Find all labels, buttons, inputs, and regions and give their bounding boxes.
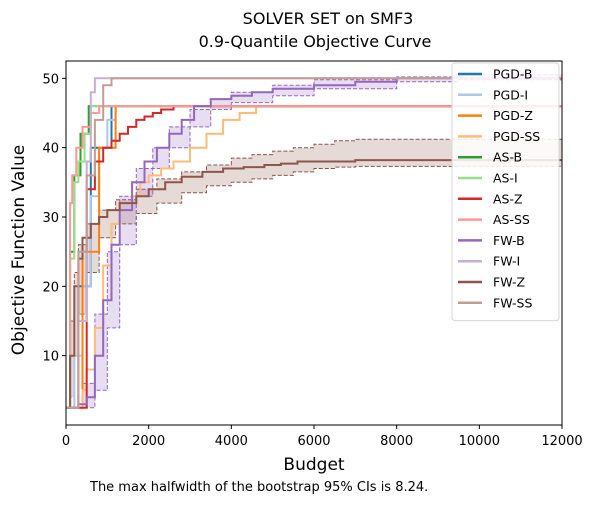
y-tick-label: 20 bbox=[42, 280, 59, 295]
x-axis-label: Budget bbox=[283, 455, 344, 475]
y-axis: 10 20 30 40 50 bbox=[42, 72, 66, 365]
legend-label-fw-b: FW-B bbox=[493, 233, 525, 248]
legend-label-pgd-i: PGD-I bbox=[493, 87, 528, 102]
x-tick-label: 6000 bbox=[297, 434, 330, 449]
legend-label-pgd-z: PGD-Z bbox=[493, 108, 533, 123]
x-tick-label: 10000 bbox=[459, 434, 500, 449]
legend-label-as-z: AS-Z bbox=[493, 191, 523, 206]
chart-title: SOLVER SET on SMF3 bbox=[243, 9, 414, 28]
ci-upper-fw-b bbox=[66, 74, 562, 409]
legend-label-fw-z: FW-Z bbox=[493, 275, 525, 290]
chart-subtitle: 0.9-Quantile Objective Curve bbox=[199, 32, 432, 51]
x-axis: 0 2000 4000 6000 8000 10000 12000 bbox=[62, 425, 583, 449]
y-axis-label: Objective Function Value bbox=[9, 145, 29, 355]
legend-label-as-ss: AS-SS bbox=[493, 212, 530, 227]
legend-label-fw-ss: FW-SS bbox=[493, 295, 532, 310]
legend-label-as-i: AS-I bbox=[493, 171, 518, 186]
x-tick-label: 0 bbox=[62, 434, 70, 449]
x-tick-label: 8000 bbox=[380, 434, 413, 449]
series-line-fw-ss bbox=[66, 77, 562, 409]
legend-label-pgd-ss: PGD-SS bbox=[493, 129, 540, 144]
series-line-as-ss bbox=[66, 105, 562, 409]
x-tick-label: 4000 bbox=[215, 434, 248, 449]
legend-label-as-b: AS-B bbox=[493, 150, 522, 165]
series-line-fw-z bbox=[66, 159, 562, 409]
series-line-pgd-z bbox=[66, 105, 562, 409]
x-tick-label: 2000 bbox=[132, 434, 165, 449]
y-tick-label: 10 bbox=[42, 350, 59, 365]
y-tick-label: 50 bbox=[42, 72, 59, 87]
legend: PGD-B PGD-I PGD-Z PGD-SS AS-B AS-I AS-Z AS-SS FW… bbox=[451, 62, 560, 322]
x-tick-label: 12000 bbox=[541, 434, 582, 449]
y-tick-label: 30 bbox=[42, 211, 59, 226]
ci-upper-fw-z bbox=[66, 138, 562, 409]
series-line-fw-b bbox=[66, 77, 562, 409]
legend-label-pgd-b: PGD-B bbox=[493, 67, 533, 82]
y-tick-label: 40 bbox=[42, 142, 59, 157]
legend-label-fw-i: FW-I bbox=[493, 254, 520, 269]
series-line-pgd-i bbox=[66, 105, 562, 409]
ci-footnote: The max halfwidth of the bootstrap 95% C… bbox=[90, 480, 429, 495]
legend-box bbox=[451, 62, 560, 322]
series-lines bbox=[66, 77, 562, 409]
